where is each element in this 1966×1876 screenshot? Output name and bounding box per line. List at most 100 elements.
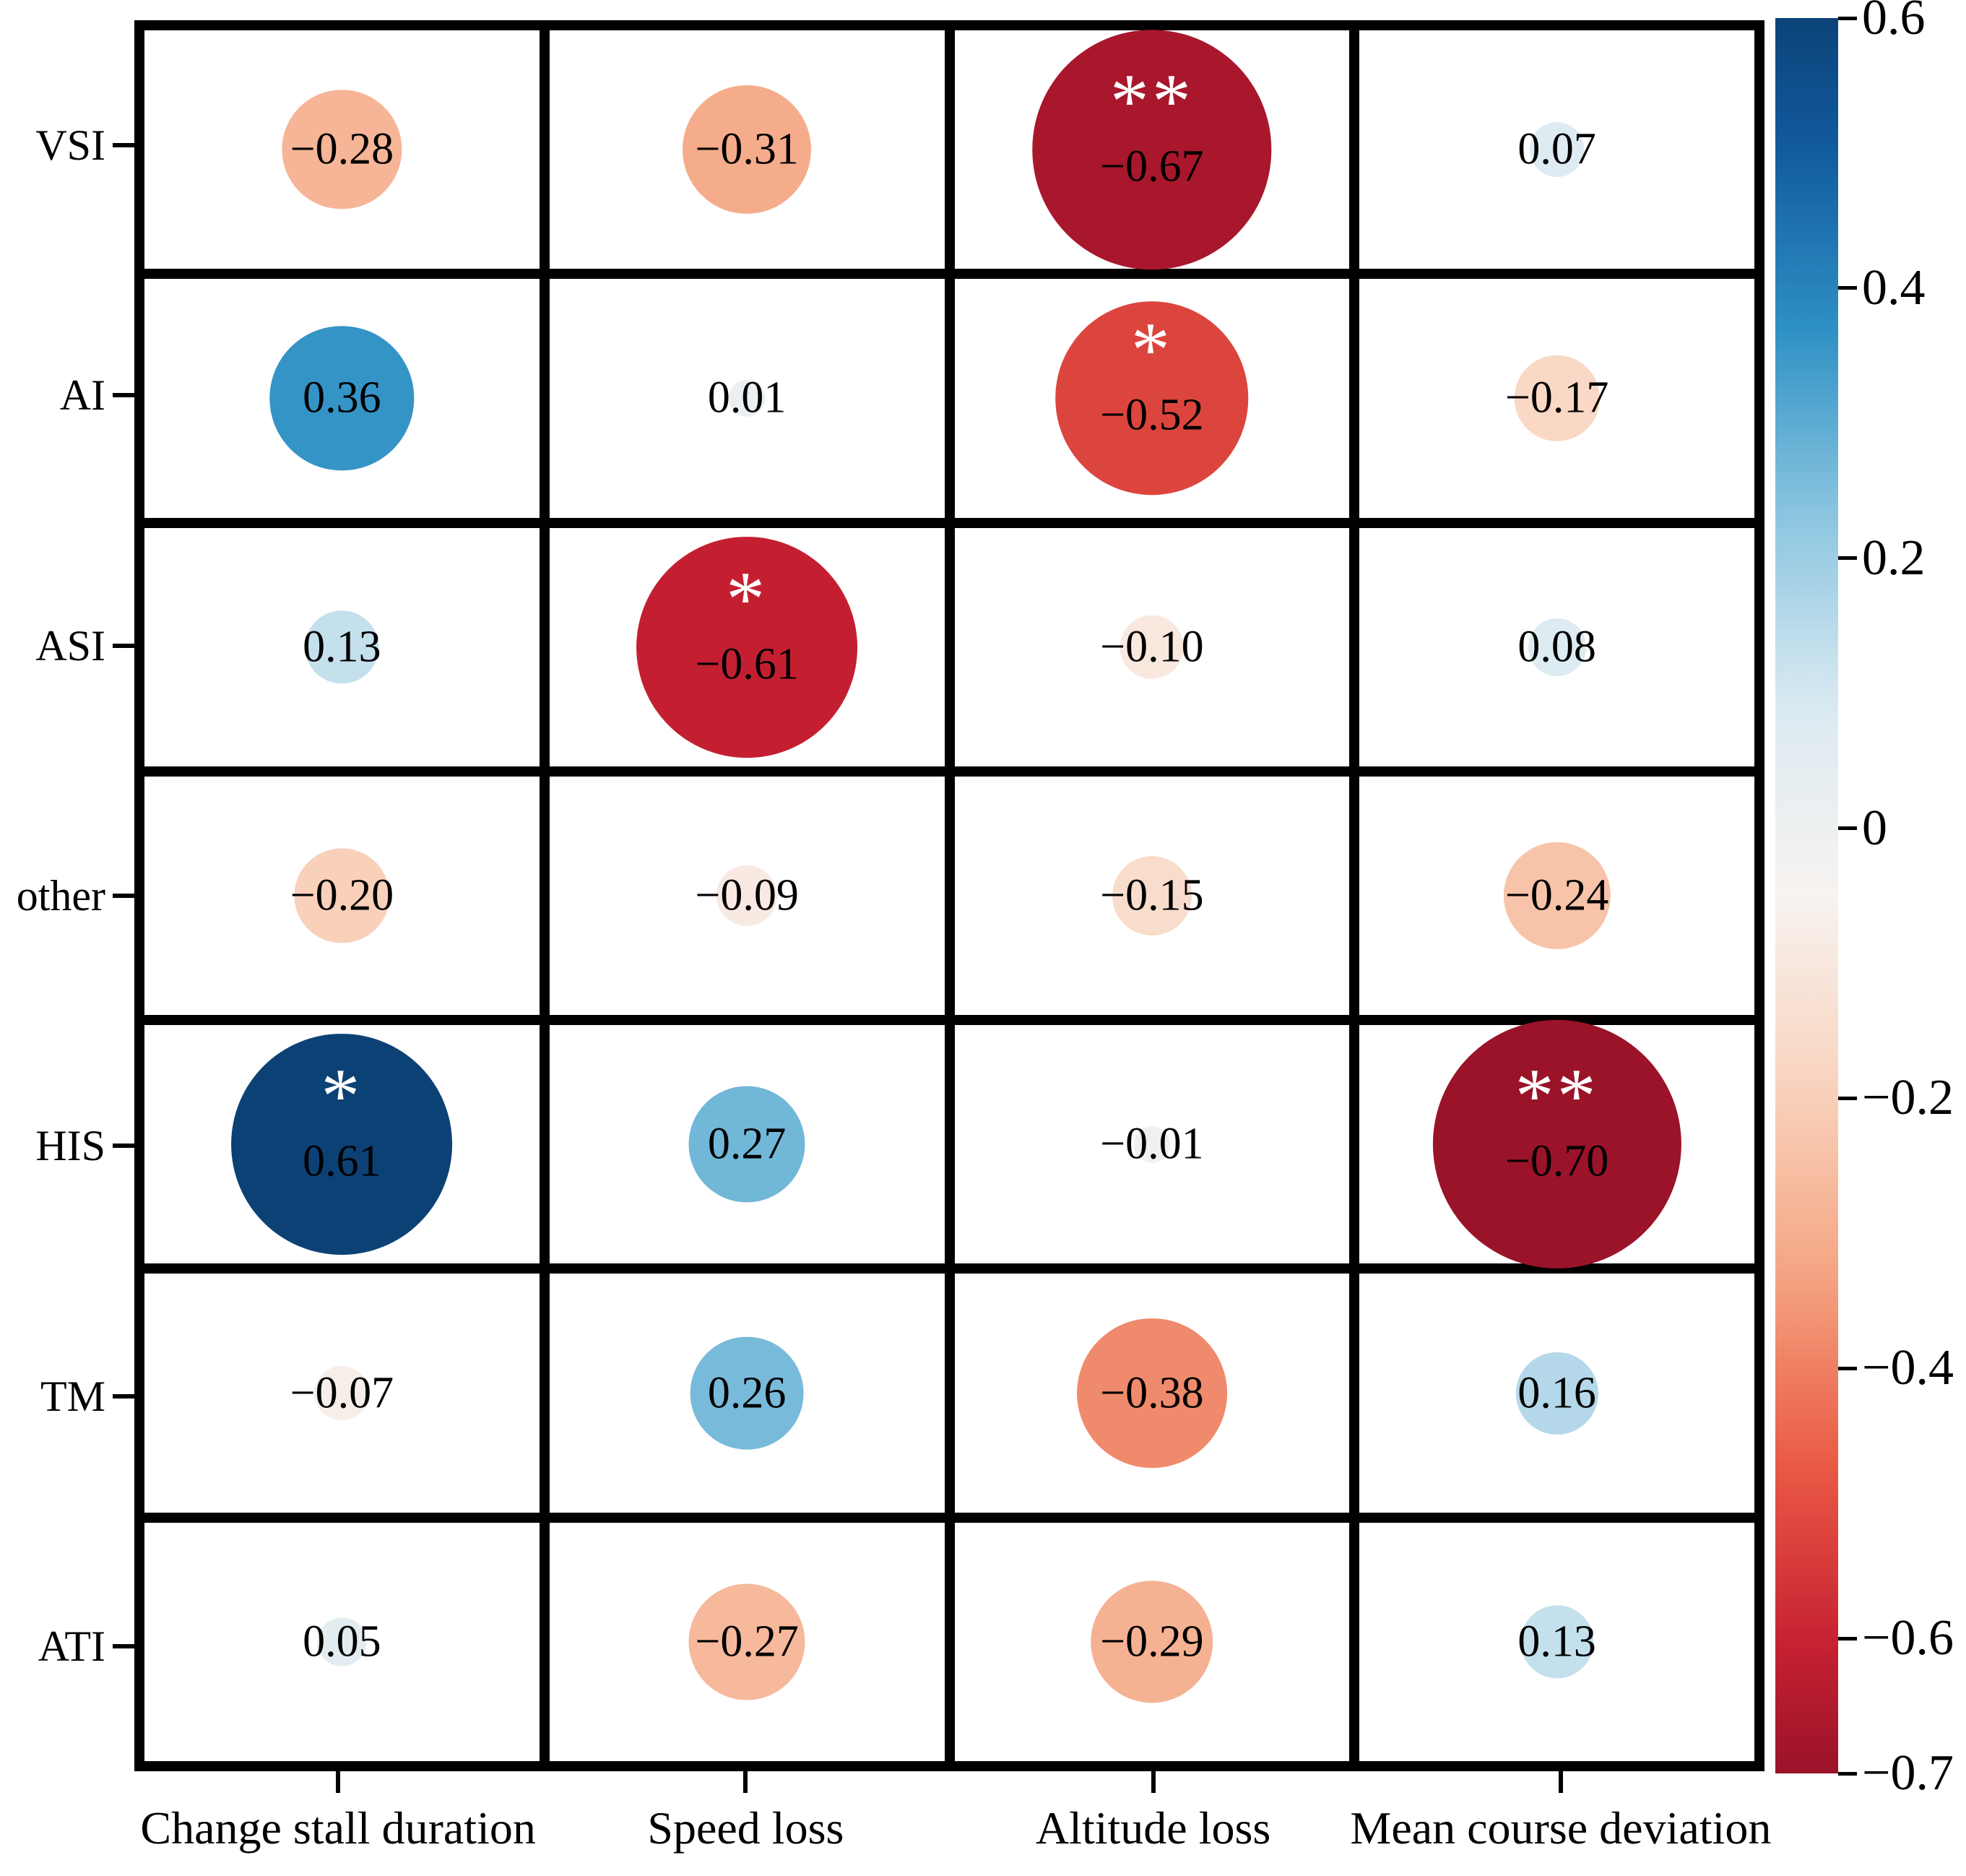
correlation-bubble <box>1055 301 1249 496</box>
matrix-cell: 0.16 <box>1354 1268 1759 1518</box>
row-tick <box>113 1144 134 1149</box>
colorbar-tick-label: −0.2 <box>1862 1070 1954 1126</box>
row-label: HIS <box>35 1122 105 1170</box>
significance-stars: * <box>726 556 768 642</box>
correlation-value: 0.61 <box>303 1136 381 1186</box>
correlation-bubble <box>305 610 379 684</box>
correlation-bubble <box>1528 618 1586 676</box>
column-tick <box>336 1771 341 1793</box>
matrix-cell: 0.13 <box>1354 1517 1759 1766</box>
column-tick <box>743 1771 748 1793</box>
matrix-cell: −0.01 <box>949 1020 1355 1269</box>
correlation-value: 0.16 <box>1517 1368 1596 1418</box>
matrix-cell: 0.27 <box>544 1020 950 1269</box>
matrix-cell: 0.26 <box>544 1268 950 1518</box>
correlation-bubble <box>688 1086 805 1203</box>
correlation-bubble <box>683 85 812 215</box>
correlation-bubble <box>1032 30 1272 269</box>
correlation-bubble <box>1514 355 1600 441</box>
correlation-bubble <box>282 90 402 209</box>
colorbar-tick <box>1838 1366 1857 1370</box>
row-label: ATI <box>38 1622 105 1670</box>
colorbar-tick <box>1838 286 1857 290</box>
column-label: Change stall duration <box>140 1802 536 1854</box>
colorbar-tick <box>1838 1096 1857 1100</box>
column-tick <box>1558 1771 1563 1793</box>
correlation-bubble <box>269 326 415 471</box>
colorbar-tick-label: −0.7 <box>1862 1745 1954 1801</box>
colorbar-tick-label: 0.4 <box>1862 259 1926 316</box>
matrix-cell: ** −0.70 <box>1354 1020 1759 1269</box>
correlation-value: −0.70 <box>1504 1136 1609 1186</box>
matrix-cell: −0.07 <box>139 1268 545 1518</box>
correlation-value: −0.17 <box>1504 373 1609 423</box>
significance-stars: * <box>321 1053 363 1140</box>
matrix-cell: −0.17 <box>1354 274 1759 523</box>
column-label: Altitude loss <box>1035 1802 1271 1854</box>
correlation-value: 0.13 <box>303 622 381 672</box>
correlation-value: −0.28 <box>290 124 394 174</box>
row-tick <box>113 1643 134 1648</box>
row-label: VSI <box>35 121 105 170</box>
correlation-value: −0.29 <box>1100 1617 1204 1667</box>
matrix-cell: 0.08 <box>1354 522 1759 771</box>
correlation-bubble <box>314 1365 370 1421</box>
matrix-cell: * −0.61 <box>544 522 950 771</box>
correlation-bubble <box>1112 856 1192 935</box>
row-label: other <box>16 872 105 920</box>
correlation-value: −0.20 <box>290 870 394 920</box>
matrix-cell: ** −0.67 <box>949 25 1355 275</box>
correlation-bubble <box>636 536 858 758</box>
correlation-value: 0.07 <box>1517 124 1596 174</box>
matrix-cell: * 0.61 <box>139 1020 545 1269</box>
colorbar-tick <box>1838 556 1857 561</box>
significance-stars: * <box>1130 307 1173 394</box>
correlation-value: 0.36 <box>303 373 381 423</box>
colorbar-tick-label: 0.6 <box>1862 0 1926 46</box>
correlation-value: −0.67 <box>1100 142 1204 191</box>
matrix-cell: 0.07 <box>1354 25 1759 275</box>
matrix-cell: 0.05 <box>139 1517 545 1766</box>
significance-stars: ** <box>1515 1053 1599 1140</box>
correlation-bubble <box>1120 615 1185 679</box>
colorbar-tick-label: 0 <box>1862 800 1887 856</box>
correlation-bubble <box>294 848 389 943</box>
colorbar-tick <box>1838 1636 1857 1641</box>
correlation-bubble <box>1091 1581 1213 1703</box>
matrix-cell: −0.38 <box>949 1268 1355 1518</box>
row-label: ASI <box>35 621 105 670</box>
correlation-bubble <box>690 1336 804 1450</box>
matrix-cell: * −0.52 <box>949 274 1355 523</box>
correlation-bubble <box>1515 1352 1598 1435</box>
correlation-value: −0.09 <box>695 870 799 920</box>
correlation-value: 0.27 <box>707 1119 787 1169</box>
matrix-grid: −0.28 −0.31 ** −0.67 0.07 0.36 0.01 * −0.52 −0.17… <box>134 20 1764 1771</box>
matrix-cell: −0.31 <box>544 25 950 275</box>
correlation-bubble <box>231 1034 453 1255</box>
correlation-value: −0.27 <box>695 1617 799 1667</box>
matrix-cell: 0.01 <box>544 274 950 523</box>
correlation-value: 0.05 <box>303 1617 381 1667</box>
correlation-bubble <box>716 865 778 927</box>
colorbar-tick-label: −0.4 <box>1862 1340 1954 1396</box>
correlation-bubble <box>1529 122 1585 178</box>
correlation-value: −0.24 <box>1504 870 1609 920</box>
colorbar-tick-label: −0.6 <box>1862 1610 1954 1667</box>
correlation-value: −0.52 <box>1100 390 1204 440</box>
colorbar-tick <box>1838 826 1857 831</box>
correlation-value: −0.07 <box>290 1368 394 1418</box>
correlation-value: 0.26 <box>707 1368 787 1418</box>
correlation-value: 0.13 <box>1517 1617 1596 1667</box>
matrix-cell: −0.10 <box>949 522 1355 771</box>
correlation-bubble <box>1076 1318 1227 1469</box>
row-label: AI <box>59 371 105 420</box>
correlation-value: −0.38 <box>1100 1368 1204 1418</box>
row-tick <box>113 894 134 898</box>
correlation-bubble <box>1133 1126 1170 1163</box>
matrix-cell: −0.28 <box>139 25 545 275</box>
correlation-bubble <box>1520 1605 1594 1679</box>
matrix-cell: −0.15 <box>949 771 1355 1021</box>
matrix-cell: −0.29 <box>949 1517 1355 1766</box>
matrix-cell: −0.24 <box>1354 771 1759 1021</box>
